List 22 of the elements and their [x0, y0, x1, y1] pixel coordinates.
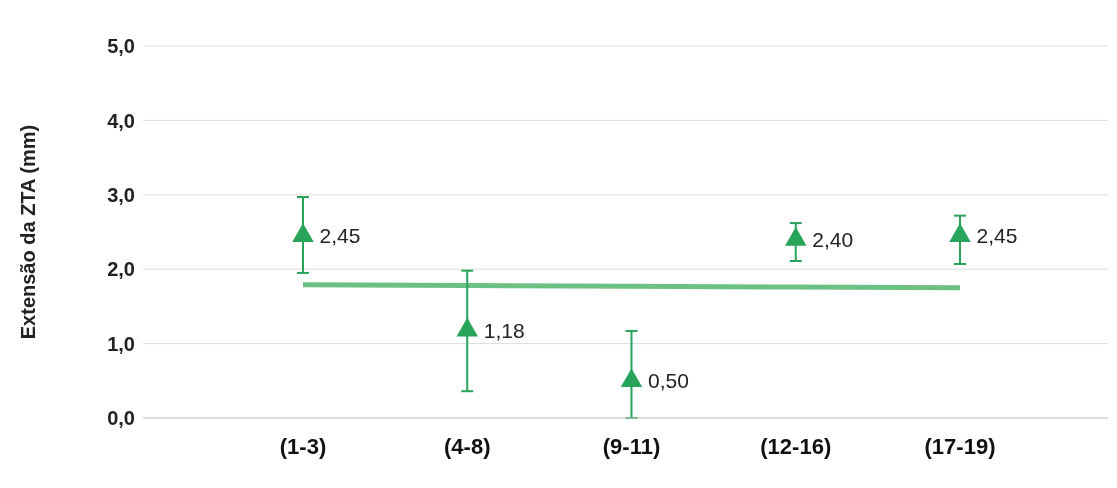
- y-tick-label: 2,0: [107, 258, 135, 281]
- y-axis-title: Extensão da ZTA (mm): [17, 124, 40, 340]
- data-label: 2,45: [976, 224, 1018, 248]
- x-tick-label: (4-8): [444, 433, 491, 459]
- data-label: 2,45: [319, 224, 361, 248]
- y-tick-label: 0,0: [107, 407, 135, 430]
- x-tick-label: (1-3): [279, 433, 327, 459]
- x-tick-label: (17-19): [924, 433, 996, 459]
- point: [456, 317, 478, 337]
- x-tick-label: (12-16): [760, 433, 832, 459]
- y-tick-label: 3,0: [107, 183, 135, 206]
- point: [785, 227, 807, 246]
- y-tick-label: 5,0: [107, 35, 135, 58]
- y-tick-label: 1,0: [107, 332, 135, 355]
- x-tick-label: (9-11): [602, 433, 661, 459]
- data-label: 1,18: [483, 318, 525, 342]
- point: [949, 223, 971, 242]
- data-label: 0,50: [648, 369, 689, 393]
- point: [620, 368, 643, 387]
- point: [292, 223, 314, 242]
- y-tick-label: 4,0: [107, 109, 135, 132]
- data-label: 2,40: [812, 227, 854, 251]
